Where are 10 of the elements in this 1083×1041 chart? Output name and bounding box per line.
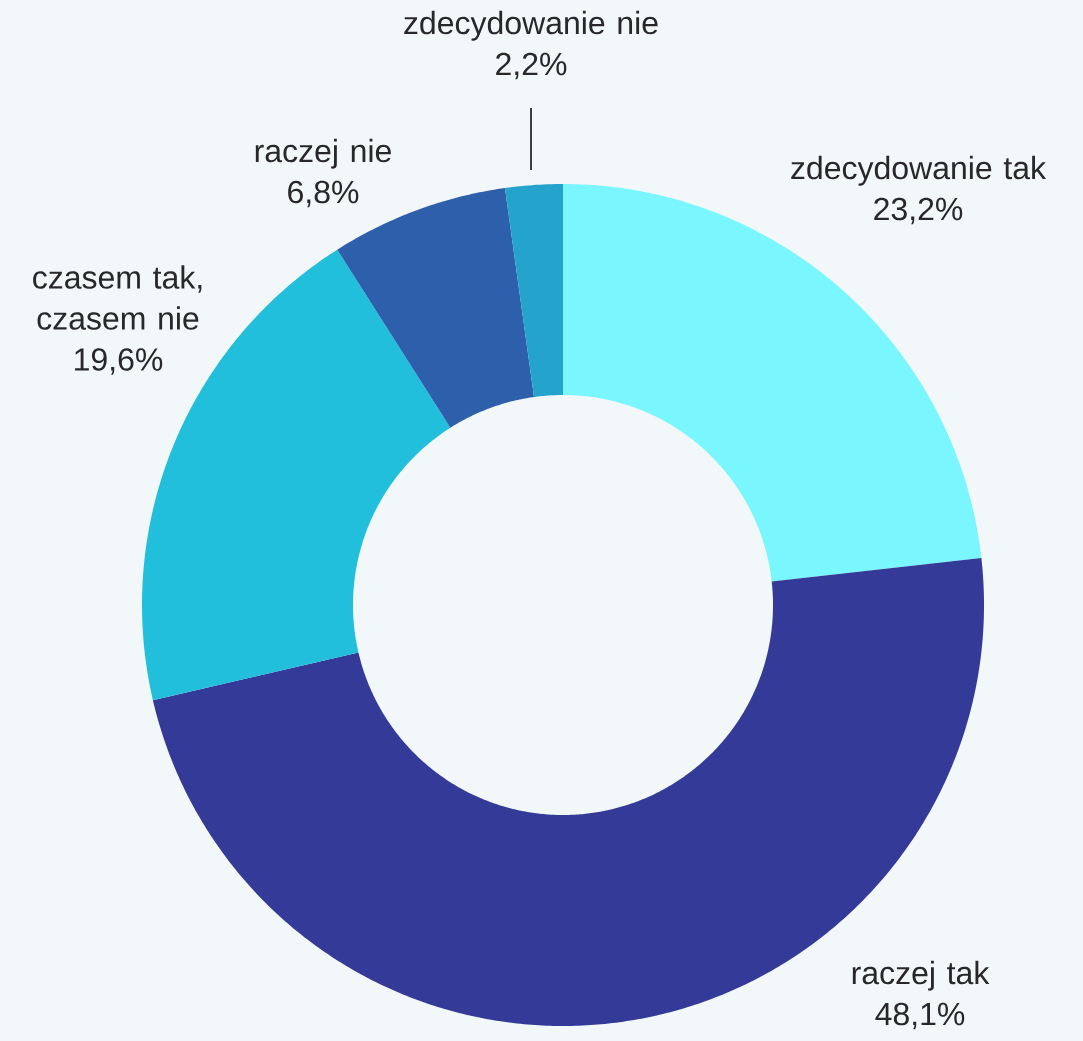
data-label: 6,8% (288, 180, 359, 208)
data-label: 23,2% (874, 197, 963, 225)
slice-label: raczej tak (852, 960, 990, 991)
slice-label: czasem tak, czasem nie (33, 265, 202, 330)
data-label: 48,1% (875, 1002, 965, 1030)
slice-label: zdecydowanie nie (404, 10, 658, 41)
slice-label: zdecydowanie tak (791, 155, 1047, 186)
data-label: 2,2% (496, 52, 567, 80)
data-label: 19,6% (75, 348, 163, 375)
slice-label: raczej nie (255, 138, 391, 169)
